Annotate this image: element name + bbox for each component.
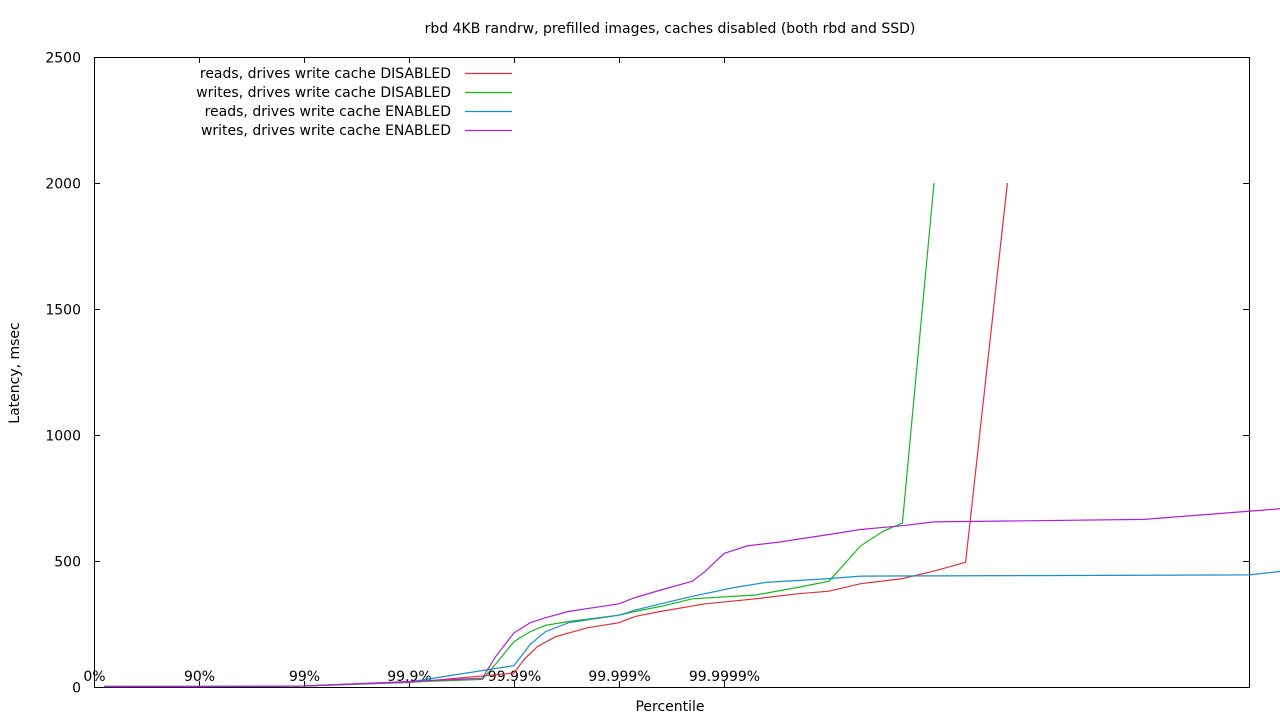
x-axis: 0% 90% 99% 99.9% 99.99% 99.999% 99.9999%	[83, 57, 760, 687]
x-tick-label: 99.999%	[588, 669, 650, 685]
x-tick-label: 99%	[289, 669, 320, 685]
y-tick-label: 2500	[45, 51, 81, 67]
y-tick-label: 500	[54, 555, 81, 571]
x-tick-label: 0%	[83, 669, 105, 685]
legend-label-2: writes, drives write cache DISABLED	[196, 85, 451, 101]
series-layer	[104, 182, 1280, 688]
chart-title: rbd 4KB randrw, prefilled images, caches…	[425, 21, 916, 37]
legend-label-1: reads, drives write cache DISABLED	[200, 66, 451, 82]
series-line-4	[104, 508, 1280, 688]
series-line-2	[104, 182, 935, 688]
y-axis: 0 500 1000 1500 2000 2500	[45, 51, 1249, 697]
legend: reads, drives write cache DISABLED writes…	[196, 66, 512, 139]
series-line-1	[104, 182, 1008, 688]
plot-frame	[94, 57, 1250, 688]
y-tick-label: 2000	[45, 177, 81, 193]
y-axis-label: Latency, msec	[7, 322, 23, 423]
x-tick-label: 90%	[184, 669, 215, 685]
y-tick-label: 0	[72, 681, 81, 697]
legend-label-3: reads, drives write cache ENABLED	[205, 104, 451, 120]
x-axis-label: Percentile	[635, 699, 704, 715]
legend-label-4: writes, drives write cache ENABLED	[201, 123, 451, 139]
x-tick-label: 99.9999%	[689, 669, 760, 685]
y-tick-label: 1500	[45, 303, 81, 319]
x-tick-label: 99.99%	[488, 669, 541, 685]
y-tick-label: 1000	[45, 429, 81, 445]
